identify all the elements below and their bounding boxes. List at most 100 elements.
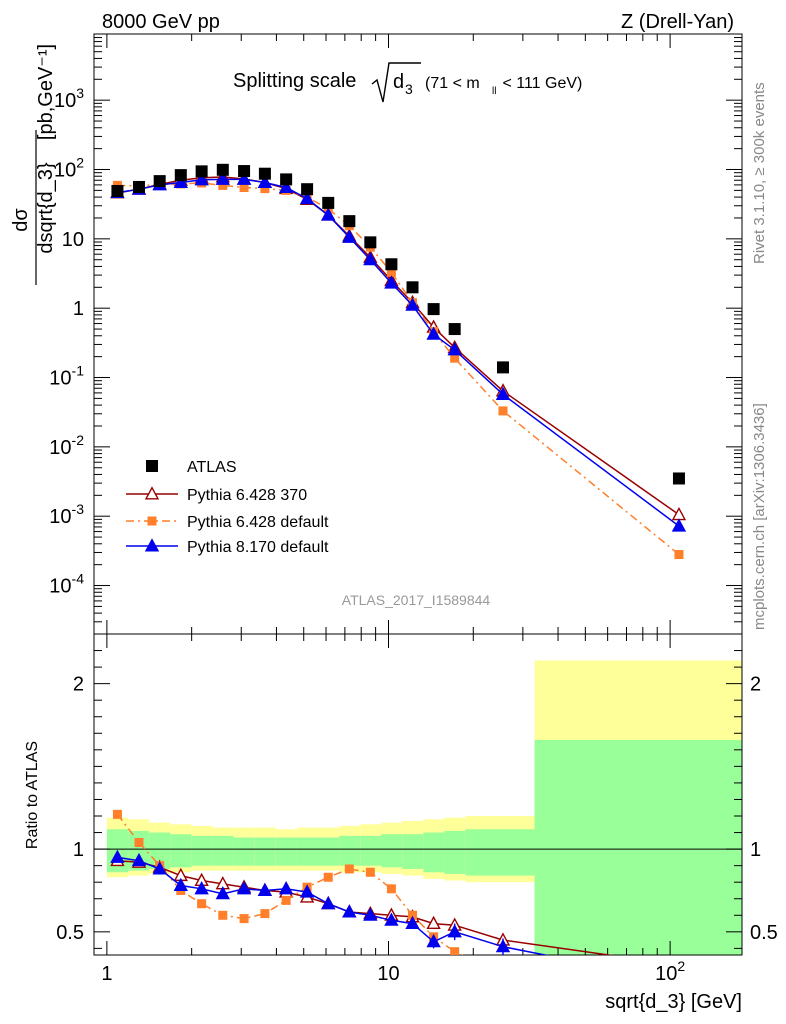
data-point	[216, 163, 229, 176]
analysis-id: ATLAS_2017_I1589844	[342, 592, 491, 608]
ratio-point	[450, 947, 460, 955]
y-tick-label-exp: 2	[76, 155, 84, 171]
data-point	[496, 361, 509, 374]
y-tick-label-exp: -2	[72, 432, 85, 448]
data-point	[364, 236, 377, 249]
ratio-series-layer	[110, 809, 615, 955]
inner-band-bin	[170, 834, 192, 868]
inner-band-bin	[423, 832, 445, 873]
data-point	[384, 275, 399, 289]
data-point	[111, 184, 124, 197]
y-tick-label-exp: -4	[72, 571, 85, 587]
main-y-axis-label: dσ dsqrt{d_3} [pb,GeV⁻¹]	[10, 44, 57, 285]
data-point	[448, 323, 461, 336]
ratio-point	[173, 877, 188, 892]
data-point	[153, 175, 166, 188]
data-point	[405, 297, 420, 311]
legend-entry: Pythia 6.428 default	[126, 514, 329, 531]
rivet-label: Rivet 3.1.10, ≥ 300k events	[751, 82, 768, 264]
data-point	[426, 326, 441, 340]
ratio-point	[386, 884, 396, 894]
plot-title: Splitting scale d 3 (71 < m ll < 111 GeV…	[233, 62, 582, 103]
inner-band-bin	[465, 829, 535, 876]
ratio-point	[299, 884, 315, 898]
main-series-layer	[110, 163, 687, 560]
y-tick-label-exp: -3	[72, 501, 85, 517]
data-point	[195, 165, 208, 178]
data-point	[342, 229, 357, 243]
data-point	[498, 406, 508, 416]
ratio-point	[384, 912, 399, 926]
plot-title-range: (71 < m	[425, 75, 480, 92]
data-point	[672, 472, 685, 485]
data-point	[671, 506, 687, 521]
data-point	[674, 550, 684, 560]
inner-band-bin	[191, 835, 213, 866]
ratio-point	[134, 837, 144, 847]
ratio-y-tick-label-right: 1	[750, 839, 761, 861]
ratio-y-tick-label-right: 0.5	[750, 922, 778, 944]
data-point	[278, 179, 294, 194]
plot-title-range-end: < 111 GeV)	[498, 75, 582, 92]
y-label-numerator: dσ	[10, 208, 32, 232]
ratio-point	[239, 914, 249, 924]
ratio-y-tick-label: 1	[73, 839, 84, 861]
x-tick-label: 102	[655, 958, 685, 985]
series-pythia-8-170-default	[110, 171, 687, 532]
legend-marker	[146, 460, 158, 472]
data-point	[215, 171, 230, 185]
data-point	[385, 258, 398, 271]
ratio-plot-frame	[93, 633, 743, 956]
ratio-point	[342, 904, 357, 918]
ratio-point	[447, 924, 462, 938]
data-point	[495, 386, 511, 400]
ratio-point	[405, 915, 420, 930]
legend-marker	[144, 486, 160, 500]
ratio-point	[218, 910, 228, 920]
data-point	[671, 518, 687, 532]
data-point	[239, 183, 249, 193]
data-point	[447, 342, 462, 356]
ratio-point	[408, 910, 418, 920]
inner-band-bin	[534, 739, 742, 955]
data-point	[194, 172, 209, 186]
ratio-point	[278, 881, 294, 895]
inner-band-bin	[254, 837, 276, 866]
ratio-point	[194, 881, 209, 895]
y-label-denominator: dsqrt{d_3}	[35, 162, 57, 254]
inner-band-bin	[360, 835, 382, 866]
axis-ticks: 1 10 102 10-4 10-3 10-2 10-1 1 10 102 103 0.5 0.5 1 1 2…	[49, 33, 778, 985]
ratio-point	[495, 938, 511, 953]
legend-label: Pythia 6.428 370	[187, 487, 307, 504]
header-right: Z (Drell-Yan)	[621, 11, 734, 33]
x-axis-label: sqrt{d_3} [GeV]	[605, 991, 742, 1013]
data-point	[258, 167, 271, 180]
legend-marker	[147, 516, 157, 526]
inner-band-bin	[444, 830, 466, 874]
data-point	[238, 165, 251, 178]
y-tick-label-exp: -1	[72, 363, 85, 379]
y-tick-label: 10	[62, 229, 84, 251]
ratio-point	[131, 852, 147, 867]
ratio-point	[321, 895, 336, 910]
data-point	[257, 174, 273, 188]
inner-band-bin	[128, 830, 149, 871]
ratio-uncertainty-bands	[106, 660, 742, 955]
data-point	[322, 196, 335, 209]
data-point	[132, 180, 145, 193]
plot-title-sqrt-arg: d	[393, 71, 404, 93]
inner-band-bin	[233, 837, 255, 866]
ratio-y-tick-label: 2	[73, 674, 84, 696]
data-point	[343, 215, 356, 228]
sqrt-symbol-icon	[371, 62, 421, 103]
legend-entry: Pythia 8.170 default	[126, 538, 329, 556]
y-tick-label: 102	[54, 155, 84, 182]
plot-title-sqrt-sub: 3	[405, 81, 413, 97]
data-point	[321, 207, 336, 221]
data-point	[450, 353, 460, 363]
inner-band-bin	[381, 834, 403, 868]
y-tick-label: 10-4	[49, 571, 84, 598]
header-left: 8000 GeV pp	[102, 11, 220, 33]
ratio-point	[363, 907, 378, 921]
